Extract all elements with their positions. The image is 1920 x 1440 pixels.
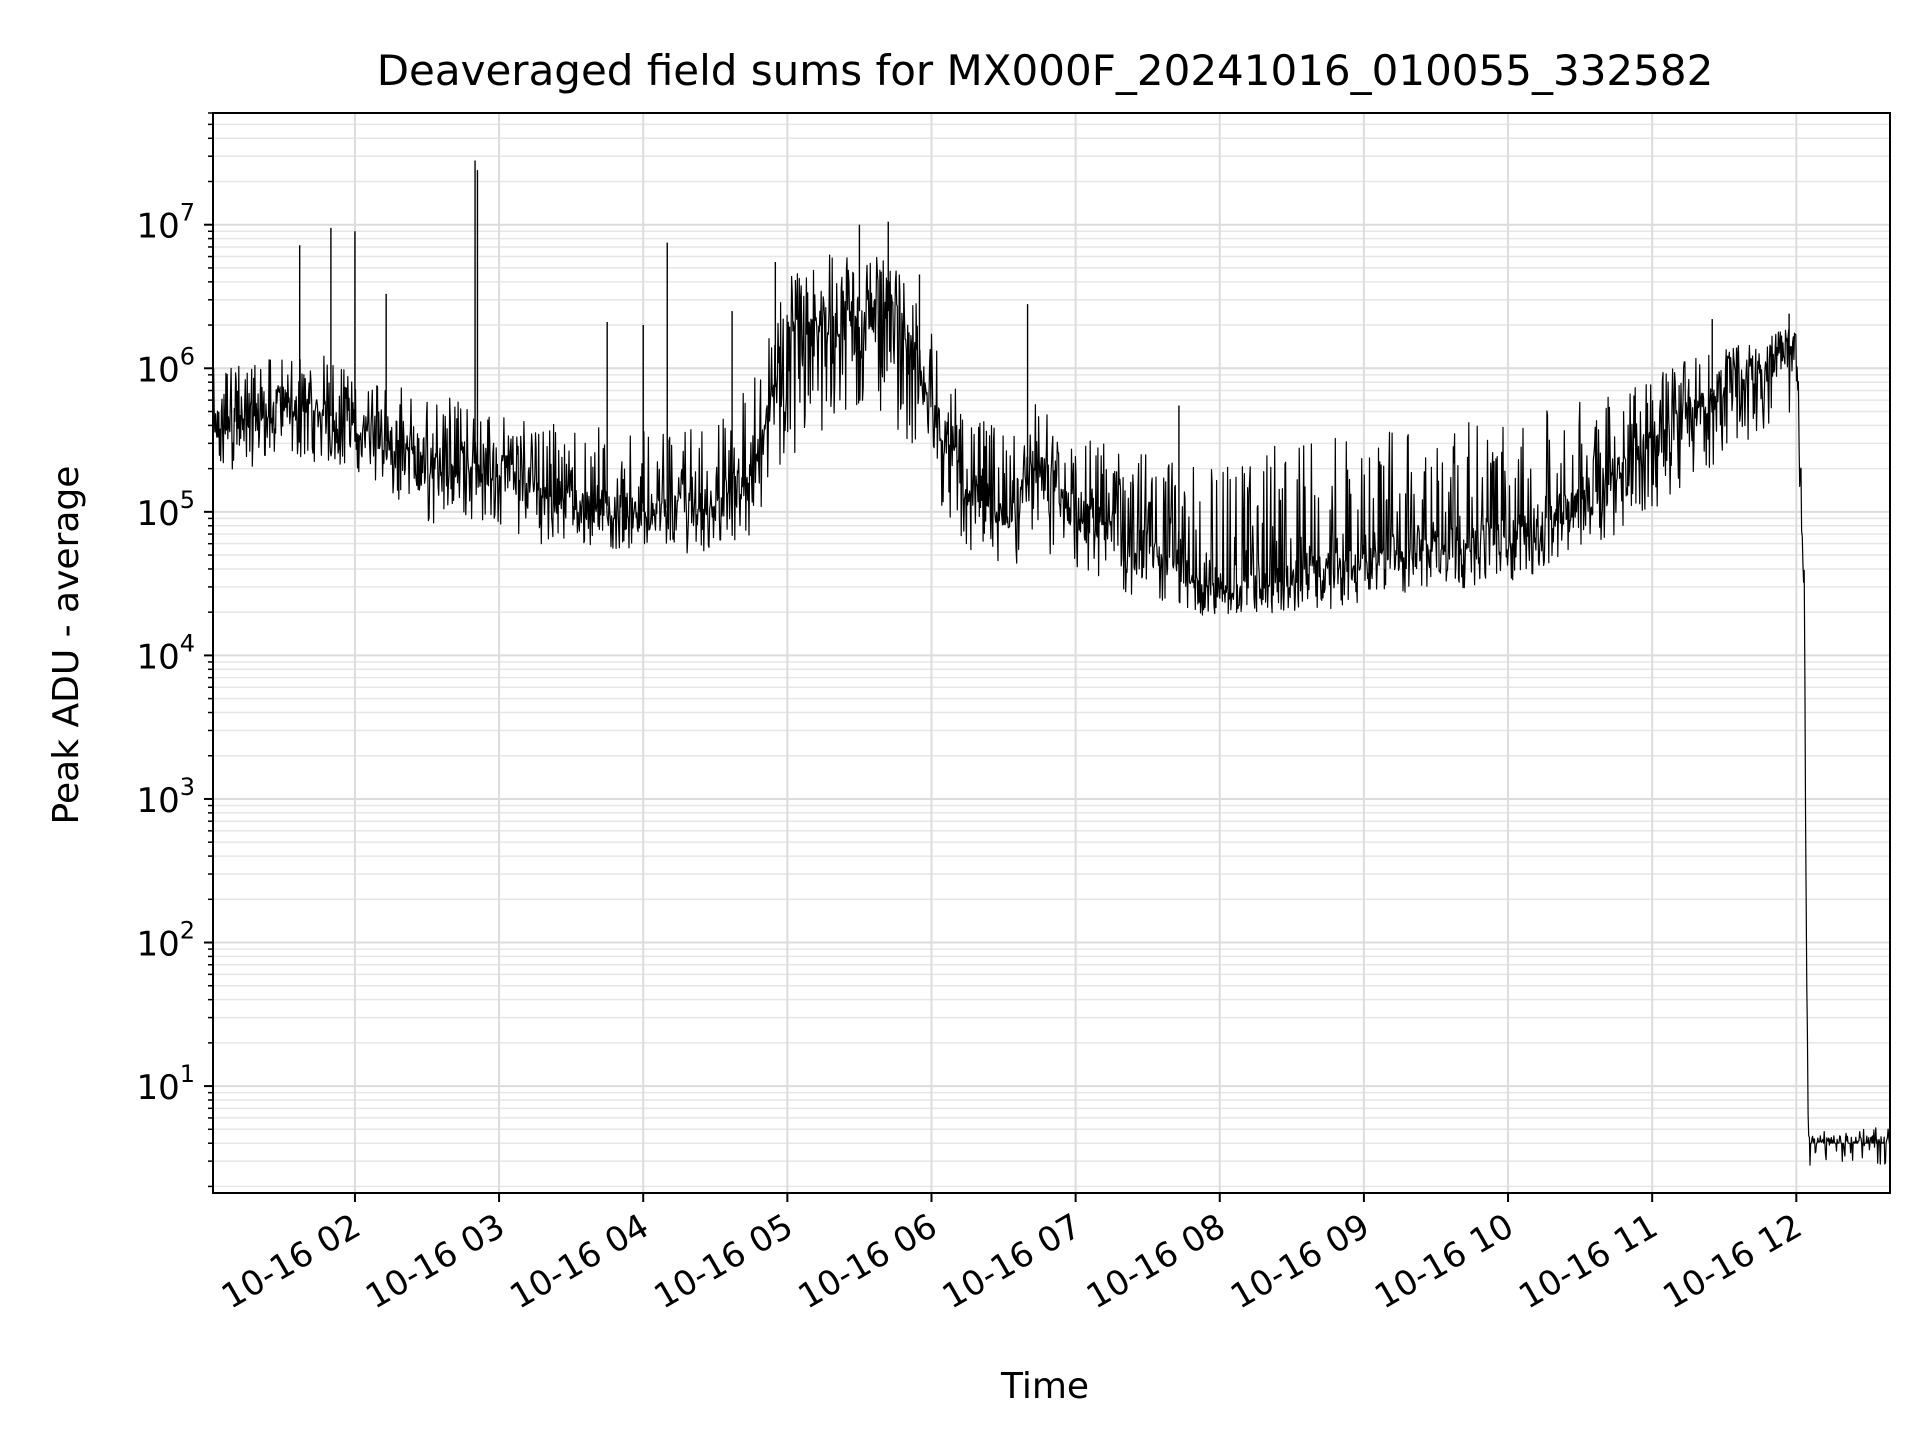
y-tick-label: 104 — [136, 629, 195, 677]
x-tick-label: 10-16 11 — [1512, 1206, 1664, 1317]
y-tick-label: 102 — [136, 917, 195, 965]
y-tick-exponent: 4 — [180, 629, 195, 657]
chart-title: Deaveraged field sums for MX000F_2024101… — [377, 46, 1714, 95]
x-tick-label: 10-16 09 — [1224, 1206, 1376, 1317]
y-tick-exponent: 5 — [180, 486, 195, 514]
x-tick-label: 10-16 07 — [936, 1206, 1088, 1317]
y-tick-base: 10 — [136, 1068, 179, 1108]
y-tick-exponent: 1 — [180, 1060, 195, 1088]
y-tick-base: 10 — [136, 494, 179, 534]
x-tick-label: 10-16 10 — [1368, 1206, 1520, 1317]
x-tick-label: 10-16 02 — [215, 1206, 367, 1317]
x-tick-label: 10-16 06 — [792, 1206, 944, 1317]
series-line — [212, 160, 1891, 1166]
y-tick-base: 10 — [136, 207, 179, 247]
y-tick-base: 10 — [136, 350, 179, 390]
y-tick-exponent: 3 — [180, 773, 195, 801]
x-tick-label: 10-16 04 — [503, 1206, 655, 1317]
plot-frame — [212, 112, 1891, 1194]
major-gridlines — [213, 113, 1890, 1193]
x-tick-label: 10-16 08 — [1080, 1206, 1232, 1317]
y-tick-label: 103 — [136, 773, 195, 821]
x-tick-label: 10-16 12 — [1656, 1206, 1808, 1317]
y-axis-label: Peak ADU - average — [46, 466, 87, 825]
y-tick-label: 105 — [136, 486, 195, 534]
minor-gridlines — [208, 112, 1890, 1188]
y-tick-label: 101 — [136, 1060, 195, 1108]
y-tick-base: 10 — [136, 781, 179, 821]
y-tick-base: 10 — [136, 925, 179, 965]
y-tick-exponent: 2 — [180, 917, 195, 945]
x-tick-label: 10-16 05 — [647, 1206, 799, 1317]
y-tick-base: 10 — [136, 637, 179, 677]
y-tick-label: 106 — [136, 342, 195, 390]
y-tick-exponent: 7 — [180, 199, 195, 227]
series-trace — [212, 254, 1891, 1166]
x-axis-label: Time — [1000, 1366, 1089, 1407]
y-tick-exponent: 6 — [180, 342, 195, 370]
y-tick-label: 107 — [136, 199, 195, 247]
x-tick-label: 10-16 03 — [359, 1206, 511, 1317]
